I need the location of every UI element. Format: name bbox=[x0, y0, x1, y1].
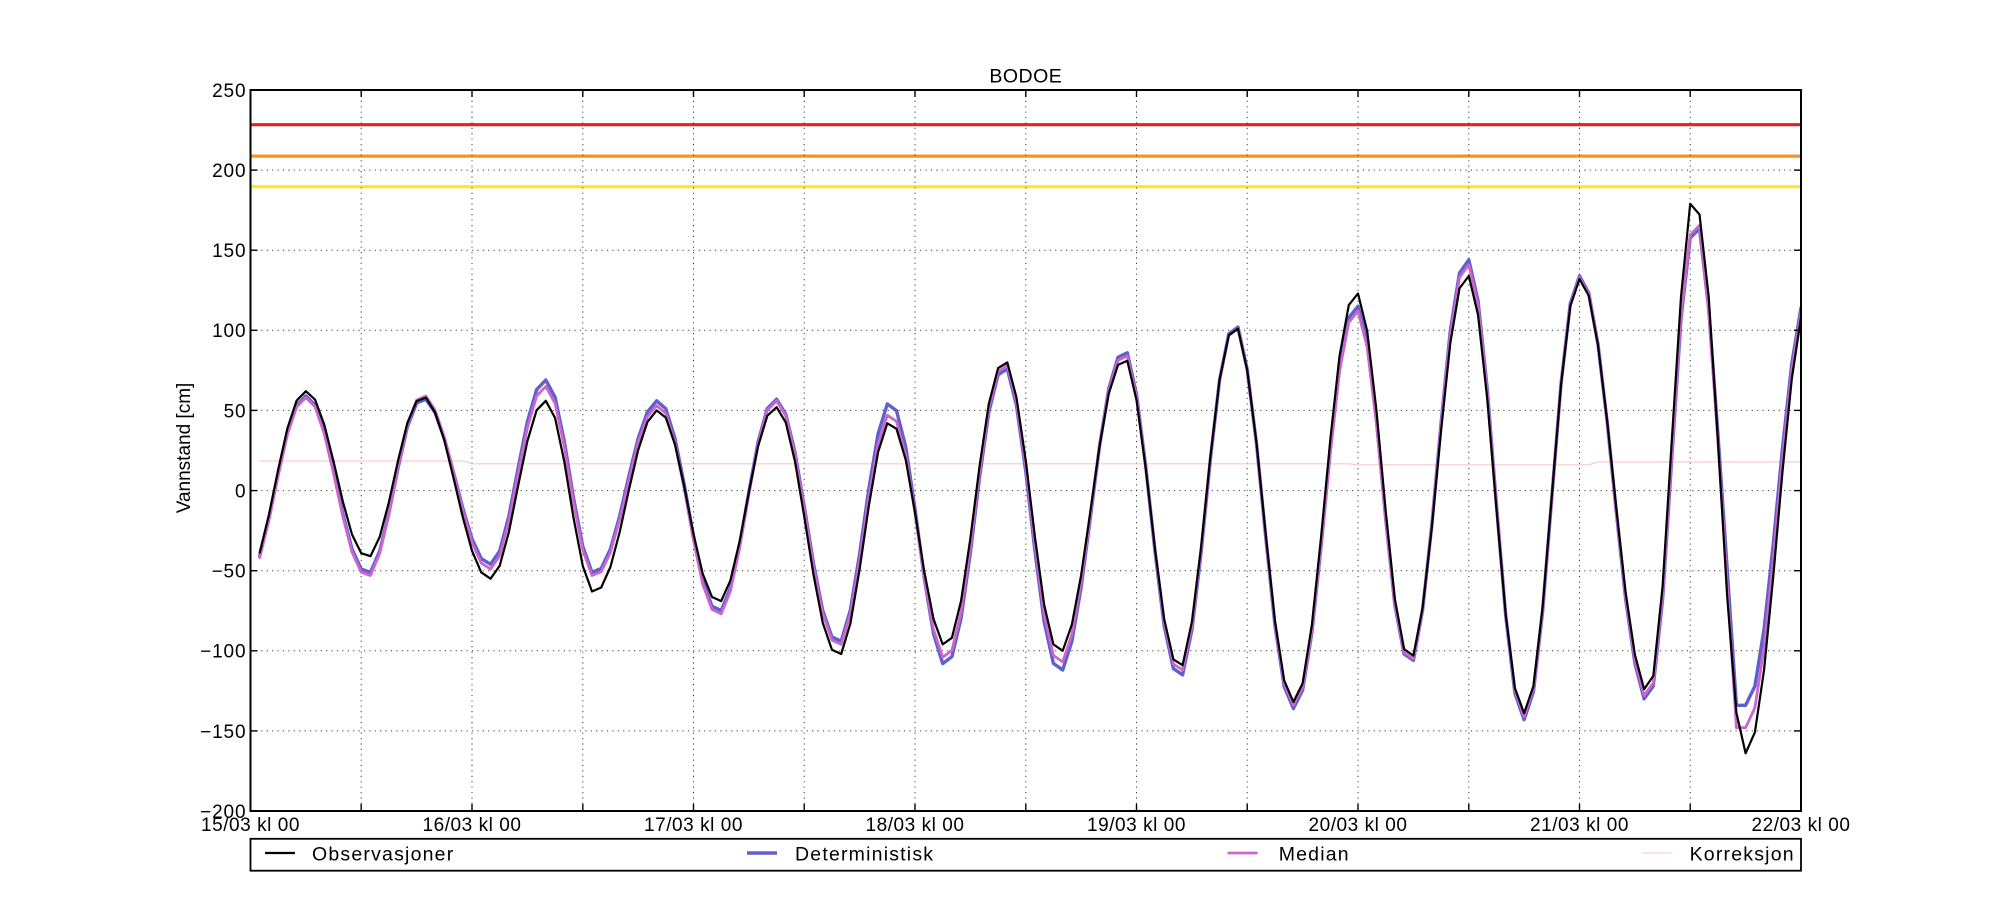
svg-text:BODOE: BODOE bbox=[989, 65, 1062, 87]
svg-text:Median: Median bbox=[1279, 844, 1350, 866]
svg-text:150: 150 bbox=[212, 241, 246, 262]
svg-text:−100: −100 bbox=[200, 642, 246, 663]
svg-text:50: 50 bbox=[224, 401, 247, 422]
svg-text:Vannstand [cm]: Vannstand [cm] bbox=[174, 383, 195, 514]
svg-text:0: 0 bbox=[235, 482, 246, 503]
svg-text:100: 100 bbox=[212, 321, 246, 342]
svg-text:19/03 kl 00: 19/03 kl 00 bbox=[1087, 815, 1186, 836]
svg-text:−150: −150 bbox=[200, 722, 246, 743]
svg-text:22/03 kl 00: 22/03 kl 00 bbox=[1751, 815, 1850, 836]
svg-text:16/03 kl 00: 16/03 kl 00 bbox=[422, 815, 521, 836]
svg-text:17/03 kl 00: 17/03 kl 00 bbox=[644, 815, 743, 836]
svg-text:Observasjoner: Observasjoner bbox=[312, 844, 454, 866]
svg-text:200: 200 bbox=[212, 161, 246, 182]
svg-text:Korreksjon: Korreksjon bbox=[1690, 844, 1795, 866]
svg-text:Deterministisk: Deterministisk bbox=[795, 844, 934, 866]
svg-text:21/03 kl 00: 21/03 kl 00 bbox=[1530, 815, 1629, 836]
svg-text:−50: −50 bbox=[212, 562, 247, 583]
svg-text:15/03 kl 00: 15/03 kl 00 bbox=[201, 815, 300, 836]
svg-text:250: 250 bbox=[212, 81, 246, 102]
svg-text:−200: −200 bbox=[200, 802, 246, 823]
svg-text:18/03 kl 00: 18/03 kl 00 bbox=[865, 815, 964, 836]
svg-text:20/03 kl 00: 20/03 kl 00 bbox=[1308, 815, 1407, 836]
